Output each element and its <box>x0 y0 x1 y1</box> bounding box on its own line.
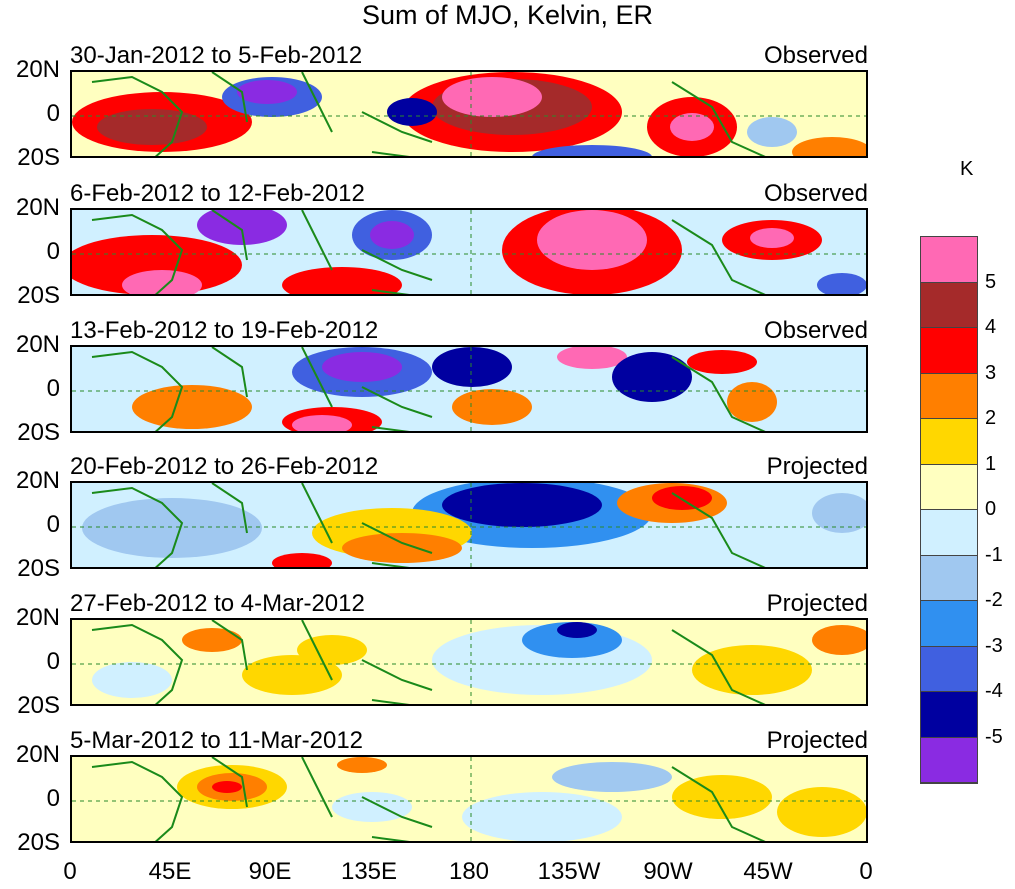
panel-status: Projected <box>766 590 868 617</box>
lat-label-0: 0 <box>46 100 60 127</box>
colorbar-swatch <box>921 692 977 738</box>
panel-3: 13-Feb-2012 to 19-Feb-2012 Observed 20N … <box>0 317 900 455</box>
anomaly-map <box>70 345 868 433</box>
colorbar-label: -2 <box>985 589 1003 611</box>
panel-status: Observed <box>763 42 868 69</box>
lat-label-0: 0 <box>46 238 60 265</box>
lat-label-20n: 20N <box>15 741 60 768</box>
colorbar-swatch <box>921 282 977 328</box>
colorbar-label: -5 <box>985 725 1003 748</box>
colorbar-swatch <box>921 510 977 556</box>
colorbar-label: 3 <box>985 361 997 384</box>
lon-label: 90E <box>248 858 292 885</box>
lat-label-20s: 20S <box>17 144 60 171</box>
lat-label-0: 0 <box>46 375 60 402</box>
panel-4: 20-Feb-2012 to 26-Feb-2012 Projected 20N… <box>0 453 900 591</box>
panel-2: 6-Feb-2012 to 12-Feb-2012 Observed 20N 0… <box>0 180 900 318</box>
colorbar-swatch <box>921 419 977 465</box>
lat-label-20s: 20S <box>17 419 60 446</box>
colorbar-label: 0 <box>985 498 997 520</box>
panel-1: 30-Jan-2012 to 5-Feb-2012 Observed 20N 0… <box>0 42 900 180</box>
panel-5: 27-Feb-2012 to 4-Mar-2012 Projected 20N … <box>0 590 900 728</box>
panel-date-range: 30-Jan-2012 to 5-Feb-2012 <box>70 42 363 69</box>
anomaly-map <box>70 618 868 706</box>
panel-date-range: 5-Mar-2012 to 11-Mar-2012 <box>70 727 364 754</box>
colorbar-swatch <box>921 646 977 692</box>
panel-status: Observed <box>763 317 868 344</box>
lat-label-20n: 20N <box>15 467 60 494</box>
panel-date-range: 13-Feb-2012 to 19-Feb-2012 <box>70 317 379 344</box>
colorbar-label: 2 <box>985 407 997 429</box>
lon-label: 45W <box>743 858 793 885</box>
anomaly-map <box>70 70 868 158</box>
colorbar-swatch <box>921 464 977 510</box>
lon-label: 90W <box>643 858 693 885</box>
lat-label-20s: 20S <box>17 829 60 856</box>
lon-label: 135E <box>340 858 398 885</box>
lon-label: 180 <box>448 858 490 885</box>
colorbar-label: 4 <box>985 316 997 338</box>
lat-label-0: 0 <box>46 511 60 538</box>
colorbar-unit: K <box>960 158 974 180</box>
lon-label: 45E <box>148 858 192 885</box>
colorbar <box>920 236 978 784</box>
panel-status: Projected <box>766 453 868 480</box>
colorbar-label: -4 <box>985 680 1003 702</box>
colorbar-swatch <box>921 373 977 419</box>
colorbar-swatch <box>921 737 977 783</box>
panel-status: Observed <box>763 180 868 207</box>
panel-6: 5-Mar-2012 to 11-Mar-2012 Projected 20N … <box>0 727 900 865</box>
lat-label-20s: 20S <box>17 282 60 309</box>
colorbar-swatch <box>921 555 977 601</box>
colorbar-swatch <box>921 601 977 647</box>
colorbar-swatch <box>921 237 977 283</box>
colorbar-label: -3 <box>985 634 1003 657</box>
colorbar-label: 5 <box>985 270 997 293</box>
anomaly-map <box>70 208 868 296</box>
lat-label-20s: 20S <box>17 692 60 719</box>
lat-label-20n: 20N <box>15 56 60 83</box>
anomaly-map <box>70 481 868 569</box>
lat-label-20n: 20N <box>15 194 60 221</box>
panel-date-range: 6-Feb-2012 to 12-Feb-2012 <box>70 180 365 207</box>
lon-label: 0 <box>63 858 77 885</box>
lat-label-0: 0 <box>46 785 60 812</box>
lon-label: 0 <box>859 858 873 885</box>
panel-status: Projected <box>766 727 868 754</box>
panel-date-range: 27-Feb-2012 to 4-Mar-2012 <box>70 590 365 617</box>
lat-label-20n: 20N <box>15 604 60 631</box>
lat-label-0: 0 <box>46 648 60 675</box>
lat-label-20s: 20S <box>17 555 60 582</box>
lat-label-20n: 20N <box>15 331 60 358</box>
lon-label: 135W <box>537 858 601 885</box>
colorbar-label: -1 <box>985 543 1003 566</box>
colorbar-label: 1 <box>985 452 997 475</box>
longitude-axis: 0 45E 90E 135E 180 135W 90W 45W 0 <box>0 858 1015 888</box>
anomaly-map <box>70 755 868 843</box>
colorbar-swatch <box>921 328 977 374</box>
panel-date-range: 20-Feb-2012 to 26-Feb-2012 <box>70 453 379 480</box>
figure-title: Sum of MJO, Kelvin, ER <box>361 0 654 30</box>
